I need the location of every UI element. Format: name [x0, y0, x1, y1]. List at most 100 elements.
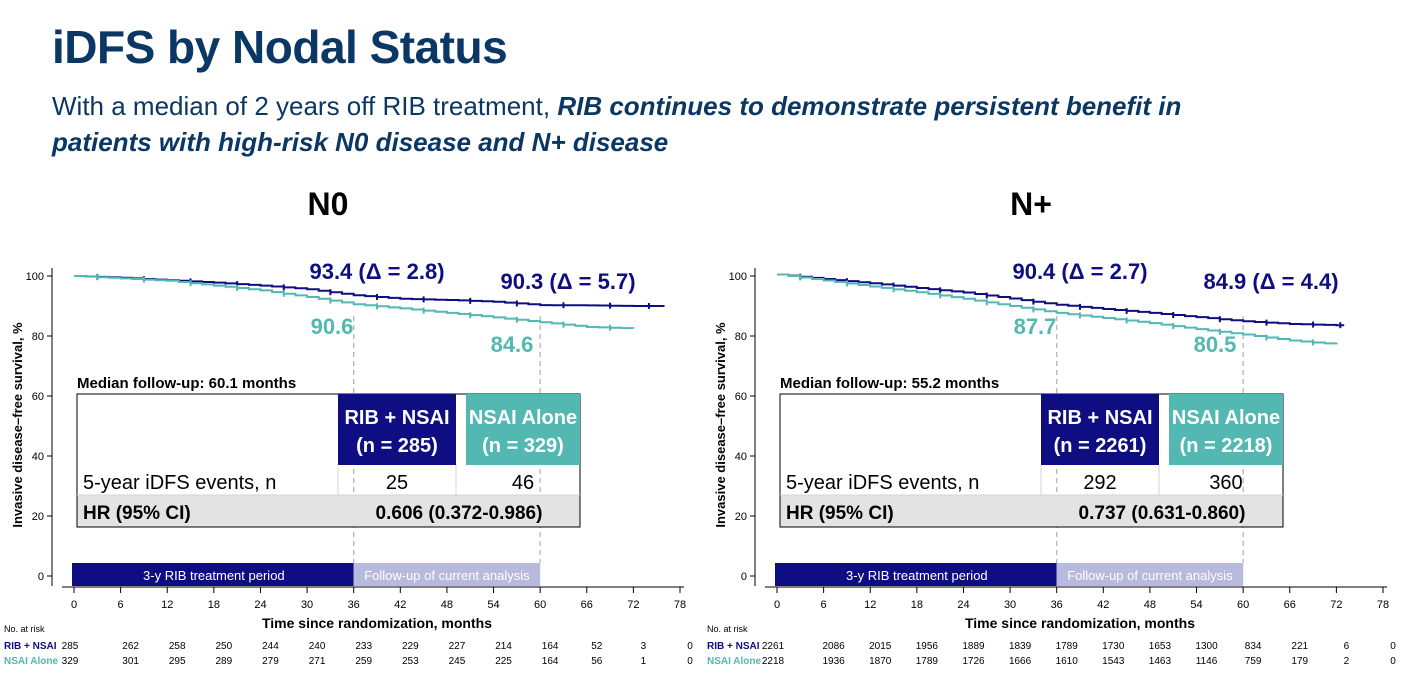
risk-rib-count: 233	[355, 641, 372, 652]
followup-period-band	[353, 563, 541, 586]
y-axis-label: Invasive disease–free survival, %	[713, 322, 728, 528]
events-nsai-value: 360	[1209, 472, 1242, 494]
x-tick-label: 12	[161, 599, 173, 611]
treatment-period-band	[72, 563, 354, 586]
panel-title: N+	[1010, 186, 1052, 222]
risk-nsai-count: 1726	[962, 656, 985, 667]
x-tick-label: 12	[864, 599, 876, 611]
y-tick-label: 60	[735, 391, 747, 403]
curve-nsai-alone	[777, 273, 1338, 345]
rib-header-cell	[338, 394, 456, 465]
x-tick-label: 54	[1190, 599, 1202, 611]
subtitle-emphasis: RIB continues to demonstrate persistent …	[52, 91, 1182, 157]
risk-rib-count: 221	[1291, 641, 1308, 652]
hr-row-label: HR (95% CI)	[83, 503, 191, 524]
x-tick-label: 0	[774, 599, 780, 611]
rib-header-cell	[1041, 394, 1159, 465]
hr-value: 0.606 (0.372-0.986)	[376, 503, 543, 524]
risk-rib-label: RIB + NSAI	[4, 641, 57, 652]
risk-rib-count: 0	[1390, 641, 1396, 652]
annotation-rib-36m: 90.4 (Δ = 2.7)	[1012, 259, 1147, 284]
risk-rib-count: 1839	[1009, 641, 1032, 652]
events-row-label: 5-year iDFS events, n	[786, 472, 979, 494]
x-tick-label: 66	[581, 599, 593, 611]
page-subtitle: With a median of 2 years off RIB treatme…	[52, 88, 1252, 160]
x-tick-label: 6	[118, 599, 124, 611]
nsai-header-cell	[1169, 394, 1283, 465]
risk-nsai-count: 0	[1390, 656, 1396, 667]
subtitle-plain: With a median of 2 years off RIB treatme…	[52, 91, 558, 121]
risk-rib-count: 52	[591, 641, 603, 652]
y-tick-label: 100	[26, 271, 44, 283]
risk-nsai-count: 179	[1291, 656, 1308, 667]
risk-nsai-count: 295	[169, 656, 186, 667]
risk-rib-count: 1889	[962, 641, 985, 652]
risk-rib-count: 0	[687, 641, 693, 652]
rib-header-line1: RIB + NSAI	[344, 407, 449, 429]
risk-rib-count: 1730	[1102, 641, 1125, 652]
annotation-rib-60m: 90.3 (Δ = 5.7)	[500, 269, 635, 294]
risk-table-header: No. at risk	[4, 624, 45, 634]
risk-nsai-count: 301	[122, 656, 139, 667]
x-tick-label: 54	[487, 599, 499, 611]
nsai-header-line1: NSAI Alone	[1172, 407, 1280, 429]
risk-nsai-count: 56	[591, 656, 603, 667]
x-tick-label: 36	[1051, 599, 1063, 611]
x-tick-label: 30	[301, 599, 313, 611]
y-tick-label: 40	[735, 451, 747, 463]
y-tick-label: 80	[32, 331, 44, 343]
risk-nsai-label: NSAI Alone	[4, 656, 59, 667]
risk-nsai-count: 1610	[1056, 656, 1079, 667]
x-tick-label: 42	[1097, 599, 1109, 611]
y-tick-label: 20	[32, 511, 44, 523]
risk-rib-count: 250	[216, 641, 233, 652]
x-tick-label: 42	[394, 599, 406, 611]
risk-rib-count: 3	[641, 641, 647, 652]
median-followup-label: Median follow-up: 55.2 months	[780, 375, 999, 392]
risk-nsai-count: 759	[1245, 656, 1262, 667]
nsai-header-line2: (n = 2218)	[1180, 435, 1273, 457]
nsai-header-line1: NSAI Alone	[469, 407, 577, 429]
x-tick-label: 78	[674, 599, 686, 611]
risk-nsai-count: 1543	[1102, 656, 1125, 667]
events-nsai-value: 46	[512, 472, 534, 494]
nsai-header-cell	[466, 394, 580, 465]
treatment-period-band	[775, 563, 1057, 586]
annotation-nsai-60m: 80.5	[1194, 332, 1237, 357]
treatment-period-label: 3-y RIB treatment period	[846, 568, 988, 583]
risk-table-header: No. at risk	[707, 624, 748, 634]
followup-period-band	[1056, 563, 1244, 586]
x-tick-label: 18	[208, 599, 220, 611]
risk-rib-count: 2261	[762, 641, 785, 652]
hr-row-background	[77, 495, 580, 527]
risk-rib-label: RIB + NSAI	[707, 641, 760, 652]
x-tick-label: 48	[1144, 599, 1156, 611]
risk-rib-count: 262	[122, 641, 139, 652]
risk-nsai-count: 2218	[762, 656, 785, 667]
x-axis-label: Time since randomization, months	[262, 615, 492, 631]
y-tick-label: 80	[735, 331, 747, 343]
x-tick-label: 78	[1377, 599, 1389, 611]
x-tick-label: 24	[957, 599, 969, 611]
risk-nsai-count: 1666	[1009, 656, 1032, 667]
y-tick-label: 0	[741, 571, 747, 583]
y-tick-label: 100	[729, 271, 747, 283]
x-tick-label: 6	[821, 599, 827, 611]
risk-nsai-count: 329	[62, 656, 79, 667]
risk-rib-count: 1653	[1149, 641, 1172, 652]
hr-row-label: HR (95% CI)	[786, 503, 894, 524]
x-tick-label: 72	[1330, 599, 1342, 611]
risk-rib-count: 2015	[869, 641, 892, 652]
y-tick-label: 0	[38, 571, 44, 583]
y-tick-label: 60	[32, 391, 44, 403]
y-tick-label: 20	[735, 511, 747, 523]
risk-rib-count: 258	[169, 641, 186, 652]
risk-rib-count: 227	[449, 641, 466, 652]
annotation-rib-60m: 84.9 (Δ = 4.4)	[1203, 269, 1338, 294]
risk-rib-count: 164	[542, 641, 559, 652]
risk-rib-count: 214	[495, 641, 512, 652]
x-tick-label: 72	[627, 599, 639, 611]
nsai-header-line2: (n = 329)	[482, 435, 564, 457]
